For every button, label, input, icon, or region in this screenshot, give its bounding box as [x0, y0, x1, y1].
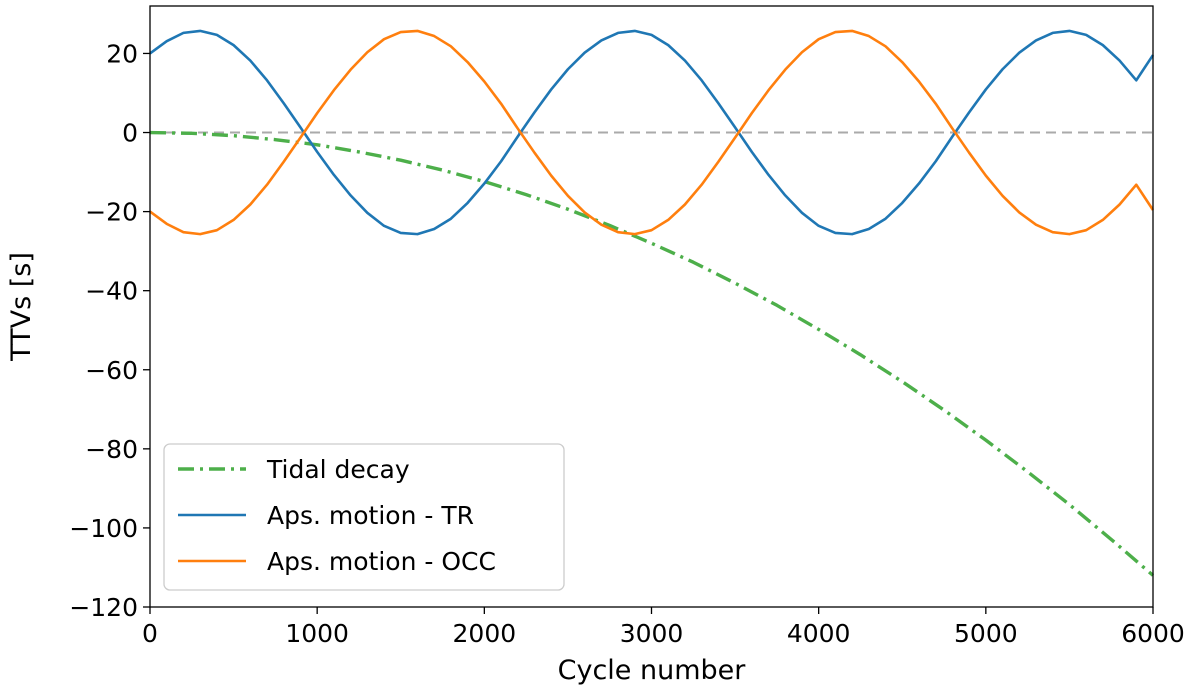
x-tick-label: 4000	[787, 619, 851, 648]
x-tick-label: 1000	[285, 619, 349, 648]
series-line-2	[149, 29, 1155, 236]
y-tick-label: −80	[85, 435, 138, 464]
tick-layer: 0 1000 2000 3000 4000 5000 6000 −120 −100 −80 −60 −…	[69, 39, 1184, 648]
legend-frame	[163, 443, 565, 591]
x-tick-label: 0	[142, 619, 158, 648]
y-axis-label: TTVs [s]	[6, 252, 37, 362]
x-tick-label: 3000	[620, 619, 684, 648]
series-layer	[149, 29, 1155, 577]
y-tick-label: −120	[69, 593, 138, 622]
y-tick-label: 20	[106, 39, 138, 68]
legend-label-0: Tidal decay	[266, 455, 410, 484]
y-tick-label: −60	[85, 356, 138, 385]
y-tick-label: 0	[122, 119, 138, 148]
x-tick-label: 2000	[453, 619, 517, 648]
x-axis-label: Cycle number	[558, 655, 747, 686]
series-line-1	[149, 29, 1155, 236]
y-tick-label: −20	[85, 198, 138, 227]
legend-label-1: Aps. motion - TR	[267, 501, 474, 530]
y-tick-label: −40	[85, 277, 138, 306]
legend-label-2: Aps. motion - OCC	[267, 547, 496, 576]
legend: Tidal decay Aps. motion - TR Aps. motion -…	[163, 443, 565, 591]
x-tick-label: 5000	[954, 619, 1018, 648]
y-tick-label: −100	[69, 514, 138, 543]
x-tick-label: 6000	[1121, 619, 1185, 648]
series-line-0	[149, 130, 1155, 577]
